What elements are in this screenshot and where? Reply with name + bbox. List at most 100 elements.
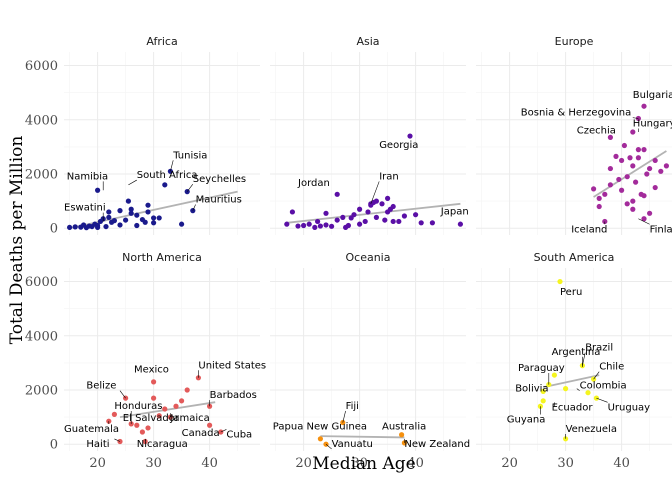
data-point: [103, 223, 109, 230]
x-tick-label: 30: [351, 456, 368, 471]
label-leader: [192, 204, 196, 211]
data-point: [633, 179, 639, 185]
data-point: [117, 208, 123, 214]
data-point: [551, 372, 558, 378]
label-leader: [220, 429, 227, 433]
data-point: [106, 209, 112, 215]
label-leader: [342, 410, 346, 423]
point-label: Bolivia: [515, 383, 548, 394]
trend-line: [543, 374, 600, 389]
data-point: [334, 217, 340, 223]
x-tick-labels: 20 30 40 20 30 40 20 30 40: [89, 456, 630, 471]
data-point: [134, 422, 140, 428]
data-point: [641, 193, 647, 199]
label-leader: [128, 179, 137, 186]
point-label: Eswatini: [64, 203, 106, 214]
panel-asia: Asia Georgia Iran Jordan Japan: [270, 35, 469, 235]
data-point: [365, 209, 371, 215]
data-point: [151, 395, 157, 401]
x-axis-title: Median Age: [312, 454, 416, 474]
point-label: Tunisia: [172, 150, 207, 161]
point-label: Argentina: [552, 347, 601, 358]
data-point: [334, 191, 340, 197]
data-point: [457, 221, 463, 227]
data-point: [613, 153, 619, 159]
data-point: [162, 406, 168, 412]
facet-title: North America: [122, 251, 202, 264]
label-leader: [114, 438, 121, 442]
label-leader: [582, 352, 586, 366]
data-point: [379, 201, 385, 207]
data-point: [596, 203, 602, 210]
data-point: [596, 195, 602, 201]
point-label: Iceland: [571, 224, 607, 235]
data-point: [301, 222, 307, 229]
label-leader: [638, 218, 650, 225]
data-point: [413, 212, 419, 218]
data-point: [591, 186, 597, 192]
x-tick-label: 40: [201, 456, 218, 471]
data-point: [607, 134, 614, 140]
data-point: [156, 413, 162, 419]
data-point: [396, 218, 402, 225]
data-point: [647, 210, 653, 216]
data-point: [635, 147, 642, 153]
panels-layer: Africa Tunisia Namibia South AfricaSeychell…: [64, 35, 672, 451]
data-point: [630, 198, 636, 204]
point-label: Georgia: [379, 140, 418, 151]
point-label: Mauritius: [196, 194, 242, 205]
data-point: [117, 222, 123, 228]
y-tick-label: 4000: [25, 113, 58, 128]
data-point: [128, 210, 134, 216]
data-point: [616, 176, 622, 183]
data-point: [641, 147, 647, 153]
label-leader: [370, 181, 380, 204]
data-point: [151, 379, 157, 385]
data-point: [385, 195, 391, 201]
data-point: [641, 216, 647, 222]
data-point: [151, 220, 157, 226]
trend-line: [320, 435, 405, 439]
data-point: [128, 206, 134, 212]
label-leader: [170, 160, 174, 172]
data-point: [563, 386, 569, 392]
point-label: Hungary: [633, 119, 672, 130]
data-point: [399, 432, 405, 438]
trend-line: [119, 401, 216, 419]
label-leader: [325, 443, 332, 450]
data-point: [619, 157, 625, 164]
y-tick-label: 0: [50, 438, 58, 453]
point-label: Iran: [379, 171, 399, 182]
data-point: [134, 212, 140, 218]
data-point: [585, 390, 591, 396]
facet-title: Oceania: [346, 251, 391, 264]
data-point: [312, 224, 318, 231]
data-point: [602, 218, 608, 225]
data-point: [151, 215, 157, 221]
data-point: [139, 429, 145, 435]
data-point: [557, 278, 563, 285]
data-point: [317, 436, 323, 442]
data-point: [644, 171, 650, 177]
data-point: [630, 206, 636, 212]
data-point: [635, 155, 642, 161]
data-point: [407, 133, 413, 139]
data-point: [184, 189, 190, 195]
data-point: [179, 398, 185, 404]
data-point: [390, 203, 396, 210]
data-point: [317, 223, 323, 229]
point-label: Canada: [182, 428, 220, 439]
data-point: [627, 155, 633, 161]
label-leader: [119, 390, 126, 399]
data-point: [357, 206, 363, 212]
data-point: [540, 398, 546, 404]
data-point: [607, 165, 614, 172]
data-point: [345, 222, 351, 229]
point-label: Bulgaria: [633, 90, 672, 101]
data-point: [184, 387, 190, 393]
data-point: [289, 209, 295, 215]
data-point: [306, 221, 312, 227]
